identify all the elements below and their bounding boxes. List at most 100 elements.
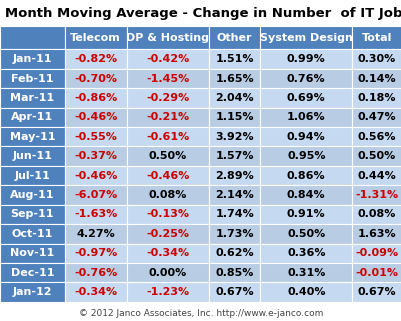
Text: 1.15%: 1.15% [215, 112, 253, 122]
Bar [0, 166, 65, 185]
Text: 0.95%: 0.95% [286, 151, 325, 161]
Text: -0.29%: -0.29% [146, 93, 189, 103]
Bar [209, 282, 260, 302]
Bar [209, 205, 260, 224]
Text: -0.55%: -0.55% [74, 132, 117, 142]
Text: 0.50%: 0.50% [148, 151, 186, 161]
Bar [65, 205, 126, 224]
Text: 1.57%: 1.57% [215, 151, 253, 161]
Bar [126, 185, 209, 205]
Text: 0.44%: 0.44% [357, 170, 395, 181]
Bar [260, 244, 351, 263]
Text: 0.56%: 0.56% [357, 132, 395, 142]
Bar [351, 146, 401, 166]
Text: Nov-11: Nov-11 [10, 248, 54, 258]
Text: 0.91%: 0.91% [286, 209, 325, 219]
Text: DP & Hosting: DP & Hosting [126, 33, 209, 43]
Text: -0.21%: -0.21% [146, 112, 189, 122]
Text: Other: Other [217, 33, 252, 43]
Bar [126, 69, 209, 88]
Text: 0.00%: 0.00% [148, 268, 186, 278]
Text: 1.74%: 1.74% [215, 209, 253, 219]
Bar [351, 127, 401, 146]
Bar [65, 26, 126, 49]
Bar [0, 26, 65, 49]
Text: 0.50%: 0.50% [357, 151, 395, 161]
Text: 1.63%: 1.63% [357, 229, 395, 239]
Text: 0.08%: 0.08% [148, 190, 186, 200]
Bar [209, 244, 260, 263]
Text: -0.37%: -0.37% [74, 151, 117, 161]
Bar [65, 88, 126, 108]
Text: -1.45%: -1.45% [146, 74, 189, 83]
Text: 0.94%: 0.94% [286, 132, 325, 142]
Bar [65, 69, 126, 88]
Text: 0.40%: 0.40% [286, 287, 325, 297]
Bar [260, 69, 351, 88]
Bar [0, 108, 65, 127]
Bar [0, 69, 65, 88]
Bar [126, 108, 209, 127]
Text: -0.34%: -0.34% [146, 248, 189, 258]
Bar [65, 282, 126, 302]
Text: Jan-11: Jan-11 [12, 54, 52, 64]
Text: -0.34%: -0.34% [74, 287, 117, 297]
Text: 0.62%: 0.62% [215, 248, 253, 258]
Text: 1.65%: 1.65% [215, 74, 253, 83]
Text: 1.06%: 1.06% [286, 112, 325, 122]
Bar [65, 224, 126, 244]
Bar [209, 26, 260, 49]
Text: Sep-11: Sep-11 [10, 209, 54, 219]
Text: -0.09%: -0.09% [354, 248, 398, 258]
Text: -0.46%: -0.46% [74, 112, 117, 122]
Bar [126, 49, 209, 69]
Text: 3.92%: 3.92% [215, 132, 253, 142]
Bar [126, 244, 209, 263]
Text: Telecom: Telecom [70, 33, 121, 43]
Bar [260, 166, 351, 185]
Bar [126, 166, 209, 185]
Text: 4.27%: 4.27% [76, 229, 115, 239]
Text: 0.18%: 0.18% [357, 93, 395, 103]
Bar [351, 69, 401, 88]
Text: -0.13%: -0.13% [146, 209, 189, 219]
Bar [260, 127, 351, 146]
Text: Feb-11: Feb-11 [11, 74, 53, 83]
Text: 0.67%: 0.67% [357, 287, 395, 297]
Text: 1.51%: 1.51% [215, 54, 253, 64]
Bar [0, 146, 65, 166]
Bar [65, 108, 126, 127]
Bar [126, 282, 209, 302]
Bar [351, 166, 401, 185]
Text: -0.86%: -0.86% [74, 93, 117, 103]
Text: Jan-12: Jan-12 [12, 287, 52, 297]
Text: 0.30%: 0.30% [357, 54, 395, 64]
Bar [0, 263, 65, 282]
Bar [209, 88, 260, 108]
Text: 0.08%: 0.08% [357, 209, 395, 219]
Text: -1.23%: -1.23% [146, 287, 189, 297]
Text: Dec-11: Dec-11 [10, 268, 54, 278]
Bar [126, 88, 209, 108]
Bar [0, 185, 65, 205]
Bar [351, 205, 401, 224]
Text: 0.85%: 0.85% [215, 268, 253, 278]
Text: -0.25%: -0.25% [146, 229, 189, 239]
Text: 0.36%: 0.36% [286, 248, 325, 258]
Text: -0.61%: -0.61% [146, 132, 189, 142]
Bar [351, 224, 401, 244]
Text: 0.86%: 0.86% [286, 170, 325, 181]
Bar [260, 263, 351, 282]
Text: 0.69%: 0.69% [286, 93, 325, 103]
Text: -0.70%: -0.70% [74, 74, 117, 83]
Bar [65, 166, 126, 185]
Bar [0, 224, 65, 244]
Bar [351, 244, 401, 263]
Bar [351, 88, 401, 108]
Text: 1.73%: 1.73% [215, 229, 253, 239]
Bar [260, 146, 351, 166]
Text: -0.82%: -0.82% [74, 54, 117, 64]
Text: 3 Month Moving Average - Change in Number  of IT Jobs: 3 Month Moving Average - Change in Numbe… [0, 7, 401, 20]
Text: 0.84%: 0.84% [286, 190, 325, 200]
Text: -0.01%: -0.01% [355, 268, 398, 278]
